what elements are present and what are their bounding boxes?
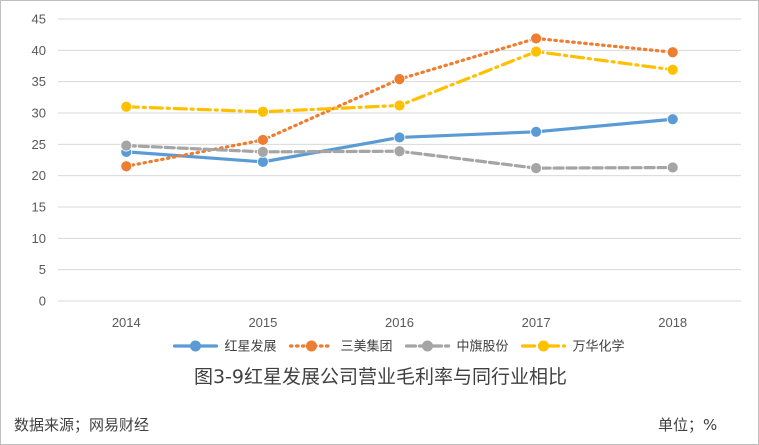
chart-title: 图3-9红星发展公司营业毛利率与同行业相比 [193, 366, 568, 388]
series-point [666, 46, 679, 59]
series-point [120, 160, 133, 173]
x-tick-label: 2016 [385, 315, 414, 330]
y-tick-label: 10 [32, 231, 46, 246]
legend-label: 万华化学 [573, 339, 625, 355]
y-tick-label: 40 [32, 43, 46, 58]
series-point [256, 145, 269, 158]
unit-note: 单位；% [658, 416, 718, 434]
y-tick-label: 0 [39, 294, 46, 309]
legend-swatch-dot [422, 340, 433, 352]
y-tick-label: 45 [32, 12, 46, 27]
x-tick-label: 2017 [522, 315, 551, 330]
y-tick-label: 30 [32, 106, 46, 121]
series-point [530, 32, 542, 45]
series-point [256, 134, 269, 146]
series-point [666, 63, 679, 76]
series-point [530, 162, 542, 175]
legend-swatch-dot [189, 340, 201, 352]
y-tick-label: 5 [39, 262, 46, 277]
x-tick-label: 2018 [658, 315, 687, 330]
legend-item: 红星发展 [172, 339, 276, 355]
legend-item: 万华化学 [520, 339, 625, 355]
series-point [530, 125, 542, 138]
legend-label: 三美集团 [340, 339, 392, 355]
series-point [393, 131, 406, 144]
legend-item: 三美集团 [288, 339, 393, 355]
y-tick-label: 25 [32, 137, 46, 152]
series-point [393, 99, 406, 112]
legend-label: 中旗股份 [457, 339, 509, 355]
legend-swatch-dot [305, 340, 317, 352]
series-point [666, 161, 679, 174]
x-tick-label: 2014 [112, 315, 141, 330]
legend-swatch-dot [538, 340, 550, 352]
series-point [666, 113, 679, 126]
series-point [120, 139, 133, 152]
y-tick-label: 15 [32, 200, 46, 215]
series-point [393, 145, 406, 158]
y-tick-label: 35 [32, 74, 46, 89]
series-point [256, 155, 269, 168]
series-point [120, 100, 133, 113]
series-point [393, 73, 406, 86]
legend-item: 中旗股份 [404, 339, 509, 355]
y-tick-label: 20 [32, 168, 46, 183]
series-point [256, 105, 269, 118]
series-point [530, 45, 542, 58]
source-note: 数据来源；网易财经 [14, 416, 150, 434]
legend-label: 红星发展 [224, 339, 276, 355]
x-tick-label: 2015 [248, 315, 277, 330]
